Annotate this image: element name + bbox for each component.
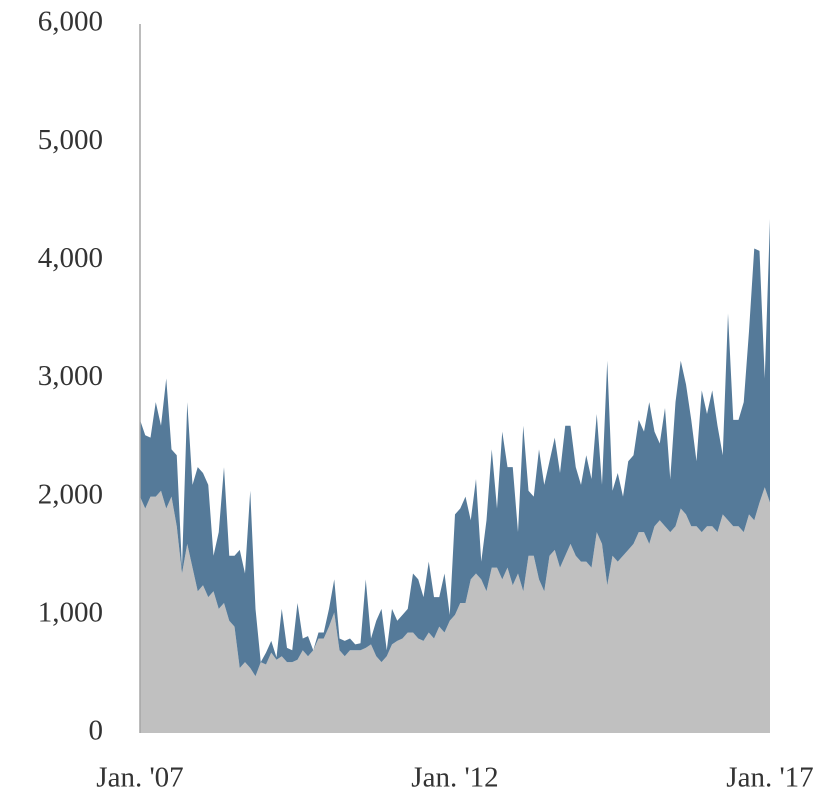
- area: [140, 487, 770, 733]
- x-tick-label: Jan. '12: [411, 762, 498, 794]
- x-tick-label: Jan. '17: [726, 762, 813, 794]
- area: [140, 218, 770, 677]
- y-tick-label: 1,000: [38, 596, 103, 628]
- y-tick-label: 2,000: [38, 478, 103, 510]
- y-tick-label: 4,000: [38, 242, 103, 274]
- y-tick-label: 0: [89, 715, 104, 747]
- x-tick-label: Jan. '07: [96, 762, 183, 794]
- y-tick-label: 6,000: [38, 6, 103, 38]
- y-tick-label: 5,000: [38, 124, 103, 156]
- y-tick-label: 3,000: [38, 360, 103, 392]
